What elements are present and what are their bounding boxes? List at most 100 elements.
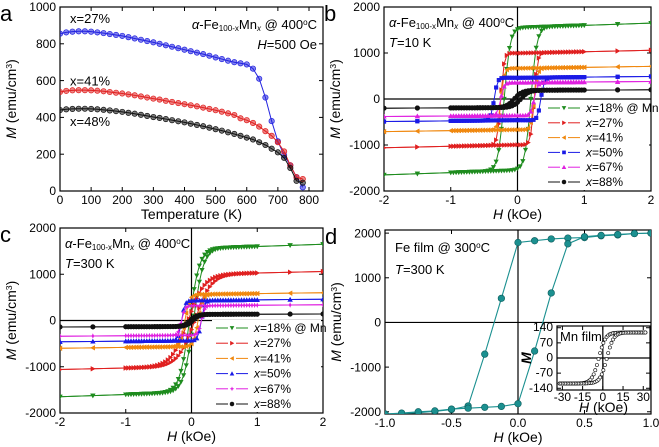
data-point-tri-left xyxy=(141,344,147,350)
data-point-tri-right xyxy=(228,272,234,278)
text-run: x xyxy=(129,243,135,252)
data-point-square xyxy=(562,150,566,155)
data-point xyxy=(200,51,207,58)
data-point-tri-up xyxy=(194,335,200,341)
text-run: x xyxy=(253,397,261,411)
data-point-tri-right xyxy=(207,277,213,283)
data-point-tri-right xyxy=(534,71,539,77)
plot-area xyxy=(385,230,651,414)
data-point-tri-right xyxy=(510,50,515,56)
data-point xyxy=(256,75,263,82)
text-run: 3 xyxy=(328,64,338,69)
panel-letter: d xyxy=(325,224,337,249)
data-point-tri-right xyxy=(539,51,545,57)
data-point-tri-right xyxy=(552,49,558,55)
y-tick-label: -2000 xyxy=(349,184,380,198)
data-point-tri-right xyxy=(131,365,137,371)
data-point-tri-down xyxy=(517,164,523,170)
data-point-tri-right xyxy=(523,141,529,148)
data-point-tri-down xyxy=(522,147,529,153)
text-run: M xyxy=(3,127,19,139)
data-point xyxy=(231,130,238,138)
data-point xyxy=(94,29,101,36)
series-x=27% xyxy=(60,268,323,372)
data-point-tri-right xyxy=(213,278,218,284)
text-run: =41% xyxy=(260,351,291,365)
data-point xyxy=(181,46,188,53)
data-point-tri-right xyxy=(415,144,420,150)
data-point xyxy=(144,112,151,119)
data-point xyxy=(614,230,622,239)
data-point xyxy=(60,30,64,37)
inset-data-point xyxy=(591,372,596,377)
series-x=27% xyxy=(384,47,651,150)
data-point-star xyxy=(188,303,195,309)
data-point-tri-left xyxy=(565,64,571,71)
data-point-tri-left xyxy=(496,127,501,133)
data-point xyxy=(75,28,82,35)
inset-data-point xyxy=(601,341,606,345)
data-point-tri-left xyxy=(152,344,157,350)
data-point-tri-right xyxy=(462,143,467,149)
data-point xyxy=(218,108,225,115)
text-run: x xyxy=(253,367,261,381)
data-point-tri-left xyxy=(512,127,517,133)
text-run: =27% xyxy=(260,336,291,350)
data-point xyxy=(256,123,263,130)
data-point-tri-left xyxy=(474,127,480,133)
data-point xyxy=(187,48,194,55)
data-point-tri-right xyxy=(542,50,547,56)
text-run: =88% xyxy=(592,175,623,189)
data-point-tri-right xyxy=(189,326,195,333)
data-point-circle xyxy=(581,87,587,93)
data-point-tri-down xyxy=(196,263,202,269)
data-point-tri-left xyxy=(501,127,507,133)
x-tick-label: -1.0 xyxy=(375,416,396,430)
inset-data-point xyxy=(604,357,609,361)
x-tick-label: 2 xyxy=(648,193,655,207)
data-point-tri-down xyxy=(615,22,621,27)
data-point-tri-left xyxy=(186,343,191,349)
data-point-square xyxy=(648,74,651,79)
x-tick-label: -15 xyxy=(574,390,592,404)
panel-letter: c xyxy=(0,222,11,247)
data-point-tri-left xyxy=(514,127,520,133)
text-run: @ 400 xyxy=(261,17,303,32)
x-tick-label: 1.0 xyxy=(643,416,659,430)
data-point-tri-right xyxy=(242,270,247,277)
data-point-tri-left xyxy=(448,128,453,134)
data-point-tri-left xyxy=(215,291,220,297)
text-run: H xyxy=(493,429,504,445)
data-point-square xyxy=(415,119,420,124)
data-point-tri-left xyxy=(453,128,459,134)
chart-panel-d: -1.0 -0.5 0.0 0.5 1.0 -2000 -1000 0 1000 2000 d M (… xyxy=(325,224,659,445)
data-point-tri-left xyxy=(514,65,520,71)
text-run: x xyxy=(453,22,459,31)
data-point-tri-down xyxy=(514,27,521,32)
series-x=50% xyxy=(384,74,651,124)
x-tick-label: 600 xyxy=(237,193,257,207)
data-point-square xyxy=(491,101,496,106)
data-point xyxy=(597,231,605,239)
x-tick-label: 1 xyxy=(581,193,588,207)
data-point xyxy=(69,87,76,94)
data-point-tri-left xyxy=(561,135,566,140)
data-point-tri-right xyxy=(142,364,147,371)
data-point-tri-right xyxy=(515,142,521,148)
inset-data-point xyxy=(598,351,603,355)
data-point xyxy=(125,91,132,98)
text-run: M xyxy=(327,127,343,139)
data-point-tri-down xyxy=(178,368,184,374)
data-point-tri-down xyxy=(202,259,208,265)
data-point xyxy=(131,110,138,117)
data-point xyxy=(514,400,522,408)
text-run: H xyxy=(493,206,504,222)
data-point-tri-left xyxy=(209,291,215,297)
data-point-tri-right xyxy=(456,143,462,149)
data-point xyxy=(193,103,200,110)
legend-label: x=88% xyxy=(253,397,291,411)
data-point-tri-right xyxy=(247,270,252,276)
data-point-star xyxy=(146,332,153,339)
data-point-tri-right xyxy=(547,49,553,56)
data-point-tri-right xyxy=(454,143,459,149)
